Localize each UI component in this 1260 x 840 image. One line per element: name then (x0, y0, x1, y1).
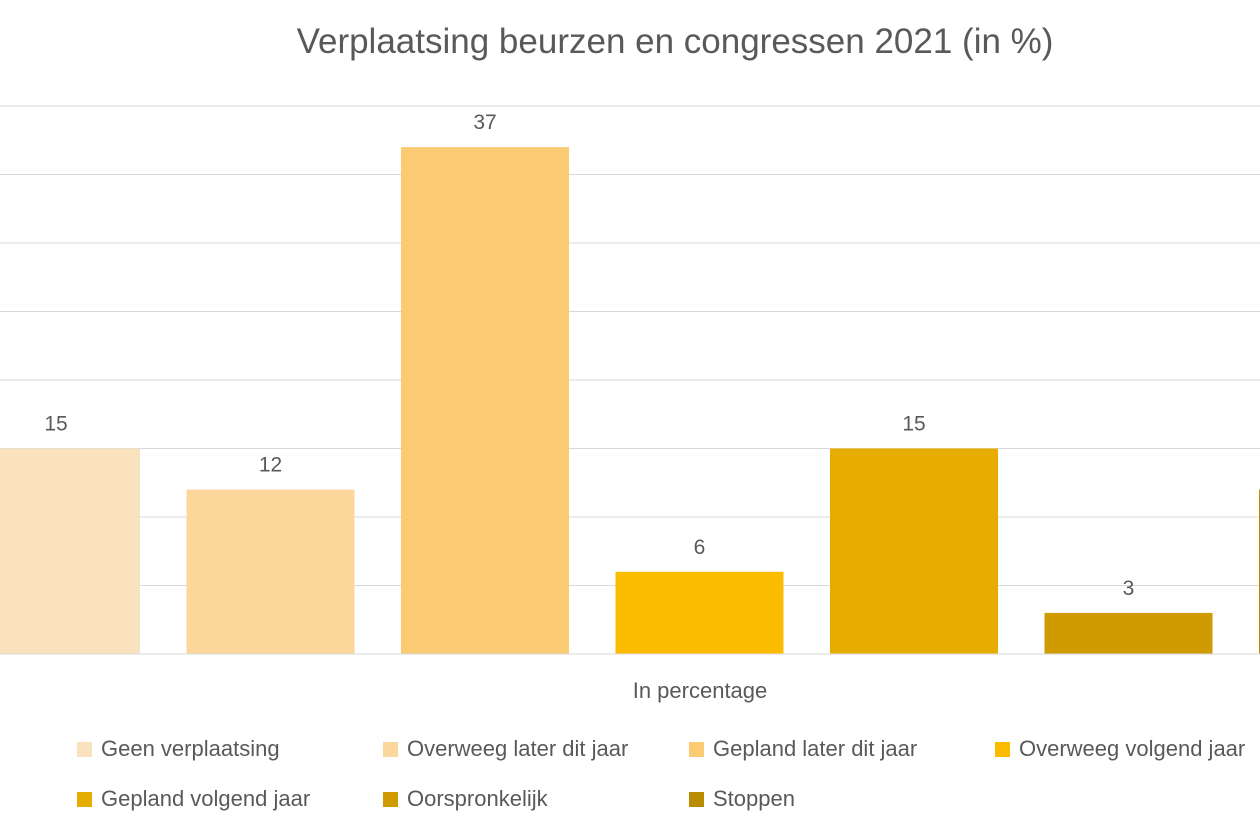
legend-item: Gepland volgend jaar (77, 786, 310, 812)
legend-swatch (383, 791, 398, 807)
bars (0, 147, 1260, 654)
legend-item: Oorspronkelijk (383, 786, 548, 812)
bar (615, 571, 784, 654)
legend-swatch (77, 741, 92, 757)
bar-chart-plot: 151237615312 (0, 105, 1260, 655)
legend-swatch (995, 741, 1010, 757)
data-label: 6 (694, 536, 706, 559)
data-label: 15 (902, 413, 925, 436)
legend-item: Stoppen (689, 786, 795, 812)
data-label: 37 (473, 111, 496, 134)
legend-swatch (689, 741, 704, 757)
legend-label: Overweeg volgend jaar (1019, 736, 1246, 761)
legend-item: Overweeg volgend jaar (995, 736, 1245, 762)
legend-label: Overweeg later dit jaar (407, 736, 629, 761)
data-label: 15 (44, 413, 67, 436)
legend-item: Overweeg later dit jaar (383, 736, 628, 762)
legend-swatch (77, 791, 92, 807)
chart-title: Verplaatsing beurzen en congressen 2021 … (296, 22, 1054, 61)
legend-item: Gepland later dit jaar (689, 736, 917, 762)
legend-swatch (689, 791, 704, 807)
data-label: 3 (1123, 577, 1135, 600)
legend-label: Oorspronkelijk (407, 786, 548, 811)
legend-label: Gepland later dit jaar (713, 736, 918, 761)
legend-item: Geen verplaatsing (77, 736, 280, 762)
bar (186, 489, 355, 654)
x-axis-title: In percentage (632, 678, 768, 703)
bar (830, 448, 998, 654)
bar (401, 147, 569, 654)
data-labels: 151237615312 (44, 111, 1135, 600)
legend-label: Stoppen (713, 786, 795, 811)
bar (0, 448, 140, 654)
legend-label: Geen verplaatsing (101, 736, 280, 761)
bar (1044, 612, 1213, 654)
legend-swatch (383, 741, 398, 757)
legend-label: Gepland volgend jaar (101, 786, 311, 811)
data-label: 12 (259, 454, 282, 477)
